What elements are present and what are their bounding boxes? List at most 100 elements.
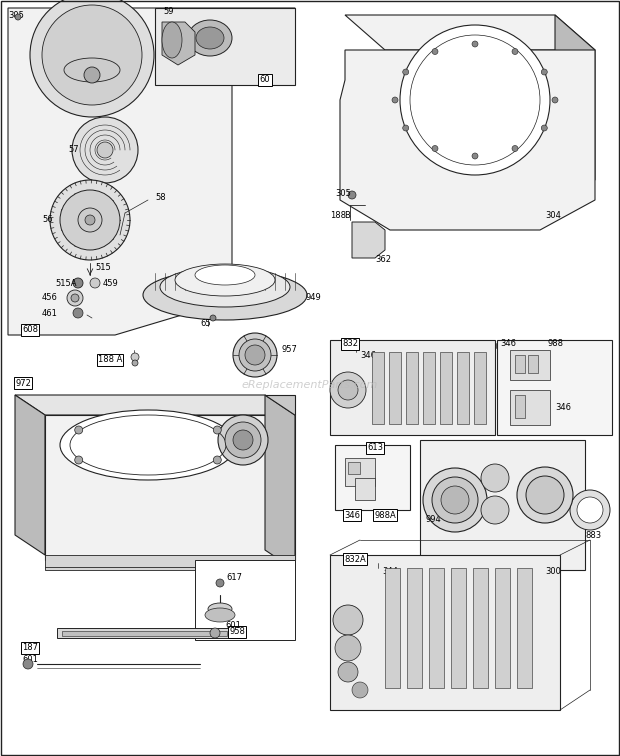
- Circle shape: [400, 25, 550, 175]
- Bar: [457, 352, 469, 424]
- Text: 515A: 515A: [55, 278, 76, 287]
- Ellipse shape: [60, 410, 236, 480]
- Text: 304: 304: [545, 210, 561, 219]
- Circle shape: [517, 467, 573, 523]
- Bar: [473, 568, 488, 688]
- Circle shape: [67, 290, 83, 306]
- Text: 65: 65: [200, 318, 211, 327]
- Ellipse shape: [188, 20, 232, 56]
- Text: 56: 56: [42, 215, 53, 225]
- Circle shape: [472, 153, 478, 159]
- Circle shape: [239, 339, 271, 371]
- Bar: [407, 568, 422, 688]
- Bar: [495, 568, 510, 688]
- Bar: [440, 352, 452, 424]
- Text: 362: 362: [375, 256, 391, 265]
- Circle shape: [338, 380, 358, 400]
- Circle shape: [42, 5, 142, 105]
- Polygon shape: [45, 555, 295, 570]
- Bar: [372, 352, 384, 424]
- Text: 601: 601: [225, 621, 241, 630]
- Text: 187: 187: [22, 643, 38, 652]
- Bar: [528, 355, 538, 373]
- Circle shape: [481, 464, 509, 492]
- Text: 994: 994: [425, 516, 441, 525]
- Circle shape: [210, 315, 216, 321]
- Bar: [330, 555, 560, 710]
- Bar: [510, 390, 550, 425]
- Polygon shape: [162, 22, 195, 65]
- Bar: [348, 462, 360, 474]
- Circle shape: [245, 345, 265, 365]
- Bar: [420, 440, 585, 570]
- Ellipse shape: [162, 22, 182, 58]
- Circle shape: [72, 117, 138, 183]
- Ellipse shape: [160, 267, 290, 307]
- Text: 832A: 832A: [344, 554, 366, 563]
- Polygon shape: [45, 415, 295, 560]
- Circle shape: [526, 476, 564, 514]
- Ellipse shape: [196, 27, 224, 49]
- Polygon shape: [265, 395, 295, 415]
- Bar: [497, 340, 612, 435]
- Bar: [429, 568, 444, 688]
- Text: 515: 515: [95, 264, 111, 272]
- Circle shape: [71, 294, 79, 302]
- Text: 60: 60: [260, 76, 270, 85]
- Circle shape: [432, 48, 438, 54]
- Text: eReplacementParts.com: eReplacementParts.com: [242, 380, 378, 390]
- Text: 613: 613: [367, 444, 383, 453]
- Text: 59: 59: [163, 8, 174, 17]
- Circle shape: [432, 477, 478, 523]
- Circle shape: [225, 422, 261, 458]
- Text: 57: 57: [68, 145, 79, 154]
- Circle shape: [210, 628, 220, 638]
- Circle shape: [577, 497, 603, 523]
- Circle shape: [85, 215, 95, 225]
- Circle shape: [233, 430, 253, 450]
- Circle shape: [352, 682, 368, 698]
- Bar: [515, 395, 525, 418]
- Bar: [515, 355, 525, 373]
- Circle shape: [73, 278, 83, 288]
- Polygon shape: [8, 8, 295, 335]
- Ellipse shape: [195, 265, 255, 285]
- Text: 188 A: 188 A: [98, 355, 122, 364]
- Polygon shape: [15, 395, 45, 555]
- Bar: [406, 352, 418, 424]
- Bar: [389, 352, 401, 424]
- Ellipse shape: [175, 264, 275, 296]
- Circle shape: [213, 426, 221, 434]
- Bar: [335, 445, 410, 510]
- Text: 988A: 988A: [374, 510, 396, 519]
- Bar: [195, 560, 295, 640]
- Circle shape: [512, 48, 518, 54]
- Text: 346: 346: [500, 339, 516, 349]
- Circle shape: [218, 415, 268, 465]
- Text: 957: 957: [282, 345, 298, 355]
- Circle shape: [84, 67, 100, 83]
- Circle shape: [403, 125, 409, 131]
- Circle shape: [132, 360, 138, 366]
- Bar: [57, 628, 242, 638]
- Polygon shape: [340, 50, 595, 230]
- Text: 58: 58: [155, 194, 166, 203]
- Bar: [385, 568, 400, 688]
- Bar: [451, 568, 466, 688]
- Ellipse shape: [64, 58, 120, 82]
- Circle shape: [541, 69, 547, 75]
- Text: 461: 461: [42, 308, 58, 318]
- Bar: [345, 458, 375, 486]
- Polygon shape: [555, 15, 595, 180]
- Text: 188: 188: [330, 210, 346, 219]
- Circle shape: [30, 0, 154, 117]
- Circle shape: [333, 605, 363, 635]
- Circle shape: [50, 180, 130, 260]
- Circle shape: [338, 662, 358, 682]
- Circle shape: [330, 372, 366, 408]
- Bar: [510, 350, 550, 380]
- Ellipse shape: [143, 270, 307, 320]
- Text: 305: 305: [335, 188, 351, 197]
- Circle shape: [60, 190, 120, 250]
- Text: 601: 601: [22, 655, 38, 665]
